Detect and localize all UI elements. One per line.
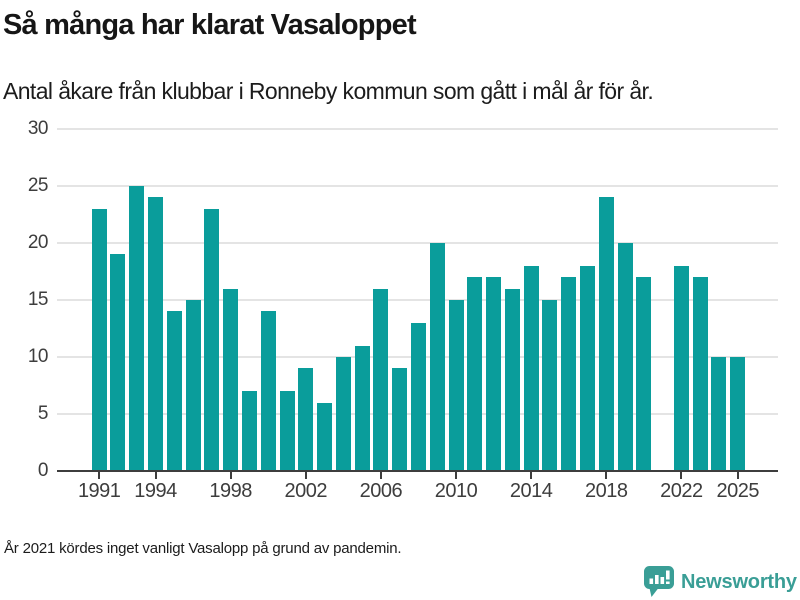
x-tick-2014 bbox=[530, 472, 533, 479]
x-tick-2018 bbox=[605, 472, 608, 479]
y-axis-label: 20 bbox=[27, 232, 49, 253]
bar-1999 bbox=[241, 391, 257, 471]
bar-1995 bbox=[166, 311, 182, 471]
bar-2020 bbox=[636, 277, 652, 471]
bar-2019 bbox=[617, 243, 633, 471]
bar-2008 bbox=[410, 322, 426, 471]
newsworthy-logo-icon bbox=[644, 566, 674, 597]
x-axis-label-2002: 2002 bbox=[284, 480, 328, 502]
newsworthy-logo-text: Newsworthy bbox=[681, 570, 797, 593]
bar-2000 bbox=[260, 311, 276, 471]
bar-1993 bbox=[129, 186, 145, 471]
x-axis-line bbox=[57, 470, 778, 472]
y-axis-label: 10 bbox=[27, 346, 49, 367]
bar-2018 bbox=[598, 197, 614, 471]
bar-1994 bbox=[148, 197, 164, 471]
y-axis-label: 30 bbox=[27, 118, 49, 139]
x-axis-label-1991: 1991 bbox=[77, 480, 121, 502]
y-axis-label: 0 bbox=[37, 460, 49, 481]
bar-2001 bbox=[279, 391, 295, 471]
x-tick-1991 bbox=[98, 472, 101, 479]
x-axis-label-2022: 2022 bbox=[660, 480, 703, 502]
gridline-y20 bbox=[57, 242, 778, 244]
bar-2024 bbox=[711, 357, 727, 471]
x-axis-label-2010: 2010 bbox=[434, 480, 478, 502]
bar-2011 bbox=[467, 277, 483, 471]
x-tick-2010 bbox=[455, 472, 458, 479]
x-axis-label-2014: 2014 bbox=[509, 480, 553, 502]
x-tick-1994 bbox=[154, 472, 157, 479]
bar-2015 bbox=[542, 300, 558, 471]
bar-1998 bbox=[223, 288, 239, 471]
bar-2022 bbox=[673, 265, 689, 471]
x-axis-label-2025: 2025 bbox=[716, 480, 759, 502]
bar-2006 bbox=[373, 288, 389, 471]
bar-1997 bbox=[204, 208, 220, 471]
x-tick-2002 bbox=[304, 472, 307, 479]
bar-2012 bbox=[486, 277, 502, 471]
bar-2003 bbox=[317, 402, 333, 471]
bar-2010 bbox=[448, 300, 464, 471]
bar-2005 bbox=[354, 345, 370, 471]
newsworthy-logo[interactable]: Newsworthy bbox=[644, 566, 797, 598]
x-tick-2022 bbox=[680, 472, 683, 479]
x-tick-1998 bbox=[229, 472, 232, 479]
bar-2025 bbox=[730, 357, 746, 471]
y-axis-label: 25 bbox=[27, 175, 49, 196]
bar-2013 bbox=[504, 288, 520, 471]
bar-2016 bbox=[561, 277, 577, 471]
gridline-y15 bbox=[57, 299, 778, 301]
y-axis-label: 5 bbox=[37, 403, 49, 424]
y-axis-label: 15 bbox=[27, 289, 49, 310]
bar-2023 bbox=[692, 277, 708, 471]
bar-1992 bbox=[110, 254, 126, 471]
x-axis-label-1994: 1994 bbox=[134, 480, 177, 502]
x-tick-2006 bbox=[379, 472, 382, 479]
gridline-y25 bbox=[57, 185, 778, 187]
bar-1991 bbox=[91, 208, 107, 471]
bar-2007 bbox=[392, 368, 408, 471]
bar-2004 bbox=[335, 357, 351, 471]
x-tick-2025 bbox=[736, 472, 739, 479]
gridline-y30 bbox=[57, 128, 778, 130]
chart-subtitle: Antal åkare från klubbar i Ronneby kommu… bbox=[3, 78, 654, 104]
x-axis-label-1998: 1998 bbox=[209, 480, 252, 502]
bar-2002 bbox=[298, 368, 314, 471]
bar-2017 bbox=[579, 265, 595, 471]
x-axis-label-2018: 2018 bbox=[585, 480, 628, 502]
x-axis-label-2006: 2006 bbox=[359, 480, 403, 502]
bar-1996 bbox=[185, 300, 201, 471]
chart-title: Så många har klarat Vasaloppet bbox=[3, 9, 417, 41]
footnote: År 2021 kördes inget vanligt Vasalopp på… bbox=[4, 540, 402, 557]
bar-2009 bbox=[429, 243, 445, 471]
bar-2014 bbox=[523, 265, 539, 471]
